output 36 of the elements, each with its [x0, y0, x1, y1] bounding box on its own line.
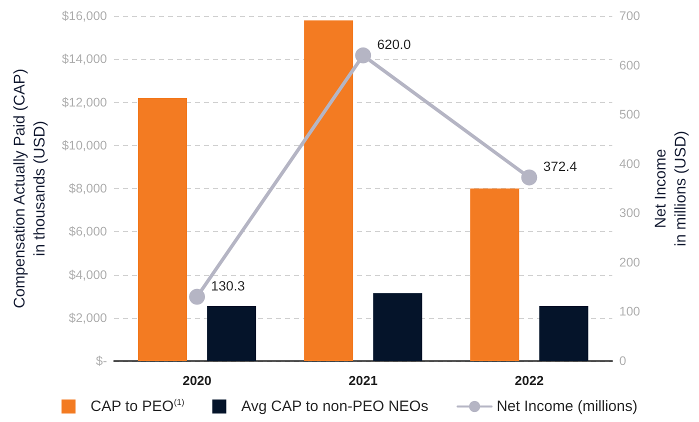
y-axis-title: Compensation Actually Paid (CAP) in thousands (USD)	[12, 68, 48, 308]
bar	[470, 188, 520, 361]
x-tick-label: 2021	[348, 373, 378, 388]
y-tick-label: $10,000	[62, 138, 108, 152]
y-tick-label: $16,000	[62, 9, 108, 23]
y2-tick-label: 500	[619, 108, 640, 122]
legend-label: Net Income (millions)	[496, 398, 638, 415]
y-tick-label: $-	[96, 354, 107, 368]
y-tick-label: $4,000	[68, 268, 108, 282]
y2-tick-label: 0	[619, 354, 626, 368]
x-tick-label: 2020	[182, 373, 212, 388]
y2-tick-label: 400	[619, 156, 640, 171]
point	[189, 288, 206, 305]
bar	[304, 20, 354, 361]
y2-tick-label: 600	[619, 58, 640, 72]
data-label: 130.3	[211, 278, 245, 294]
y-tick-label: $8,000	[68, 182, 108, 196]
y2-axis-title: Net Income in millions (USD)	[652, 130, 690, 246]
bar	[373, 293, 422, 361]
bar	[207, 306, 256, 361]
y-tick-label: $2,000	[68, 310, 108, 325]
point	[355, 47, 372, 64]
y2-tick-label: 100	[619, 304, 640, 319]
data-label: 620.0	[377, 36, 411, 52]
y2-tick-label: 300	[619, 206, 640, 220]
y-tick-label: $14,000	[62, 52, 108, 66]
bar	[138, 98, 187, 361]
y-tick-label: $12,000	[62, 95, 108, 110]
point	[521, 169, 538, 186]
bar	[539, 306, 588, 361]
y2-tick-label: 200	[619, 255, 640, 270]
y2-tick-label: 700	[619, 9, 640, 23]
data-label: 372.4	[543, 158, 578, 174]
legend-label: Avg CAP to non-PEO NEOs	[241, 398, 428, 415]
y-tick-label: $6,000	[68, 224, 108, 239]
x-tick-label: 2022	[514, 373, 544, 388]
